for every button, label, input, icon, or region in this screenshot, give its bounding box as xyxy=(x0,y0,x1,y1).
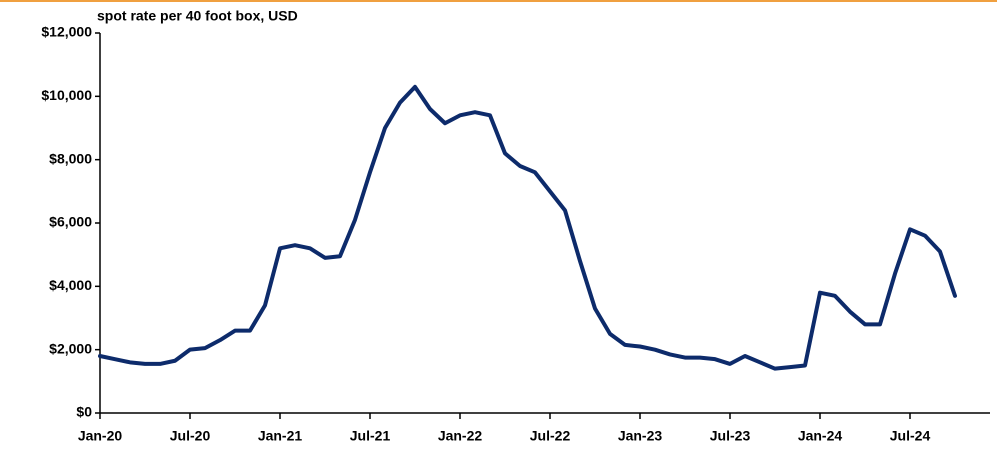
x-tick-label: Jul-21 xyxy=(350,428,391,444)
chart-title: spot rate per 40 foot box, USD xyxy=(97,8,298,24)
x-tick-label: Jul-24 xyxy=(890,428,931,444)
y-tick-label: $4,000 xyxy=(49,277,92,293)
y-tick-label: $6,000 xyxy=(49,214,92,230)
y-tick-label: $12,000 xyxy=(41,24,92,40)
line-series xyxy=(98,84,957,371)
x-tick-label: Jan-23 xyxy=(618,428,663,444)
x-tick-label: Jan-21 xyxy=(258,428,303,444)
y-tick-label: $10,000 xyxy=(41,87,92,103)
y-tick-label: $0 xyxy=(76,404,92,420)
y-tick-label: $2,000 xyxy=(49,340,92,356)
x-tick-label: Jan-20 xyxy=(78,428,123,444)
x-tick-label: Jul-23 xyxy=(710,428,751,444)
x-tick-label: Jul-20 xyxy=(170,428,211,444)
x-tick-label: Jul-22 xyxy=(530,428,571,444)
x-tick-label: Jan-24 xyxy=(798,428,843,444)
x-tick-label: Jan-22 xyxy=(438,428,483,444)
top-bar xyxy=(0,0,997,2)
y-tick-label: $8,000 xyxy=(49,150,92,166)
